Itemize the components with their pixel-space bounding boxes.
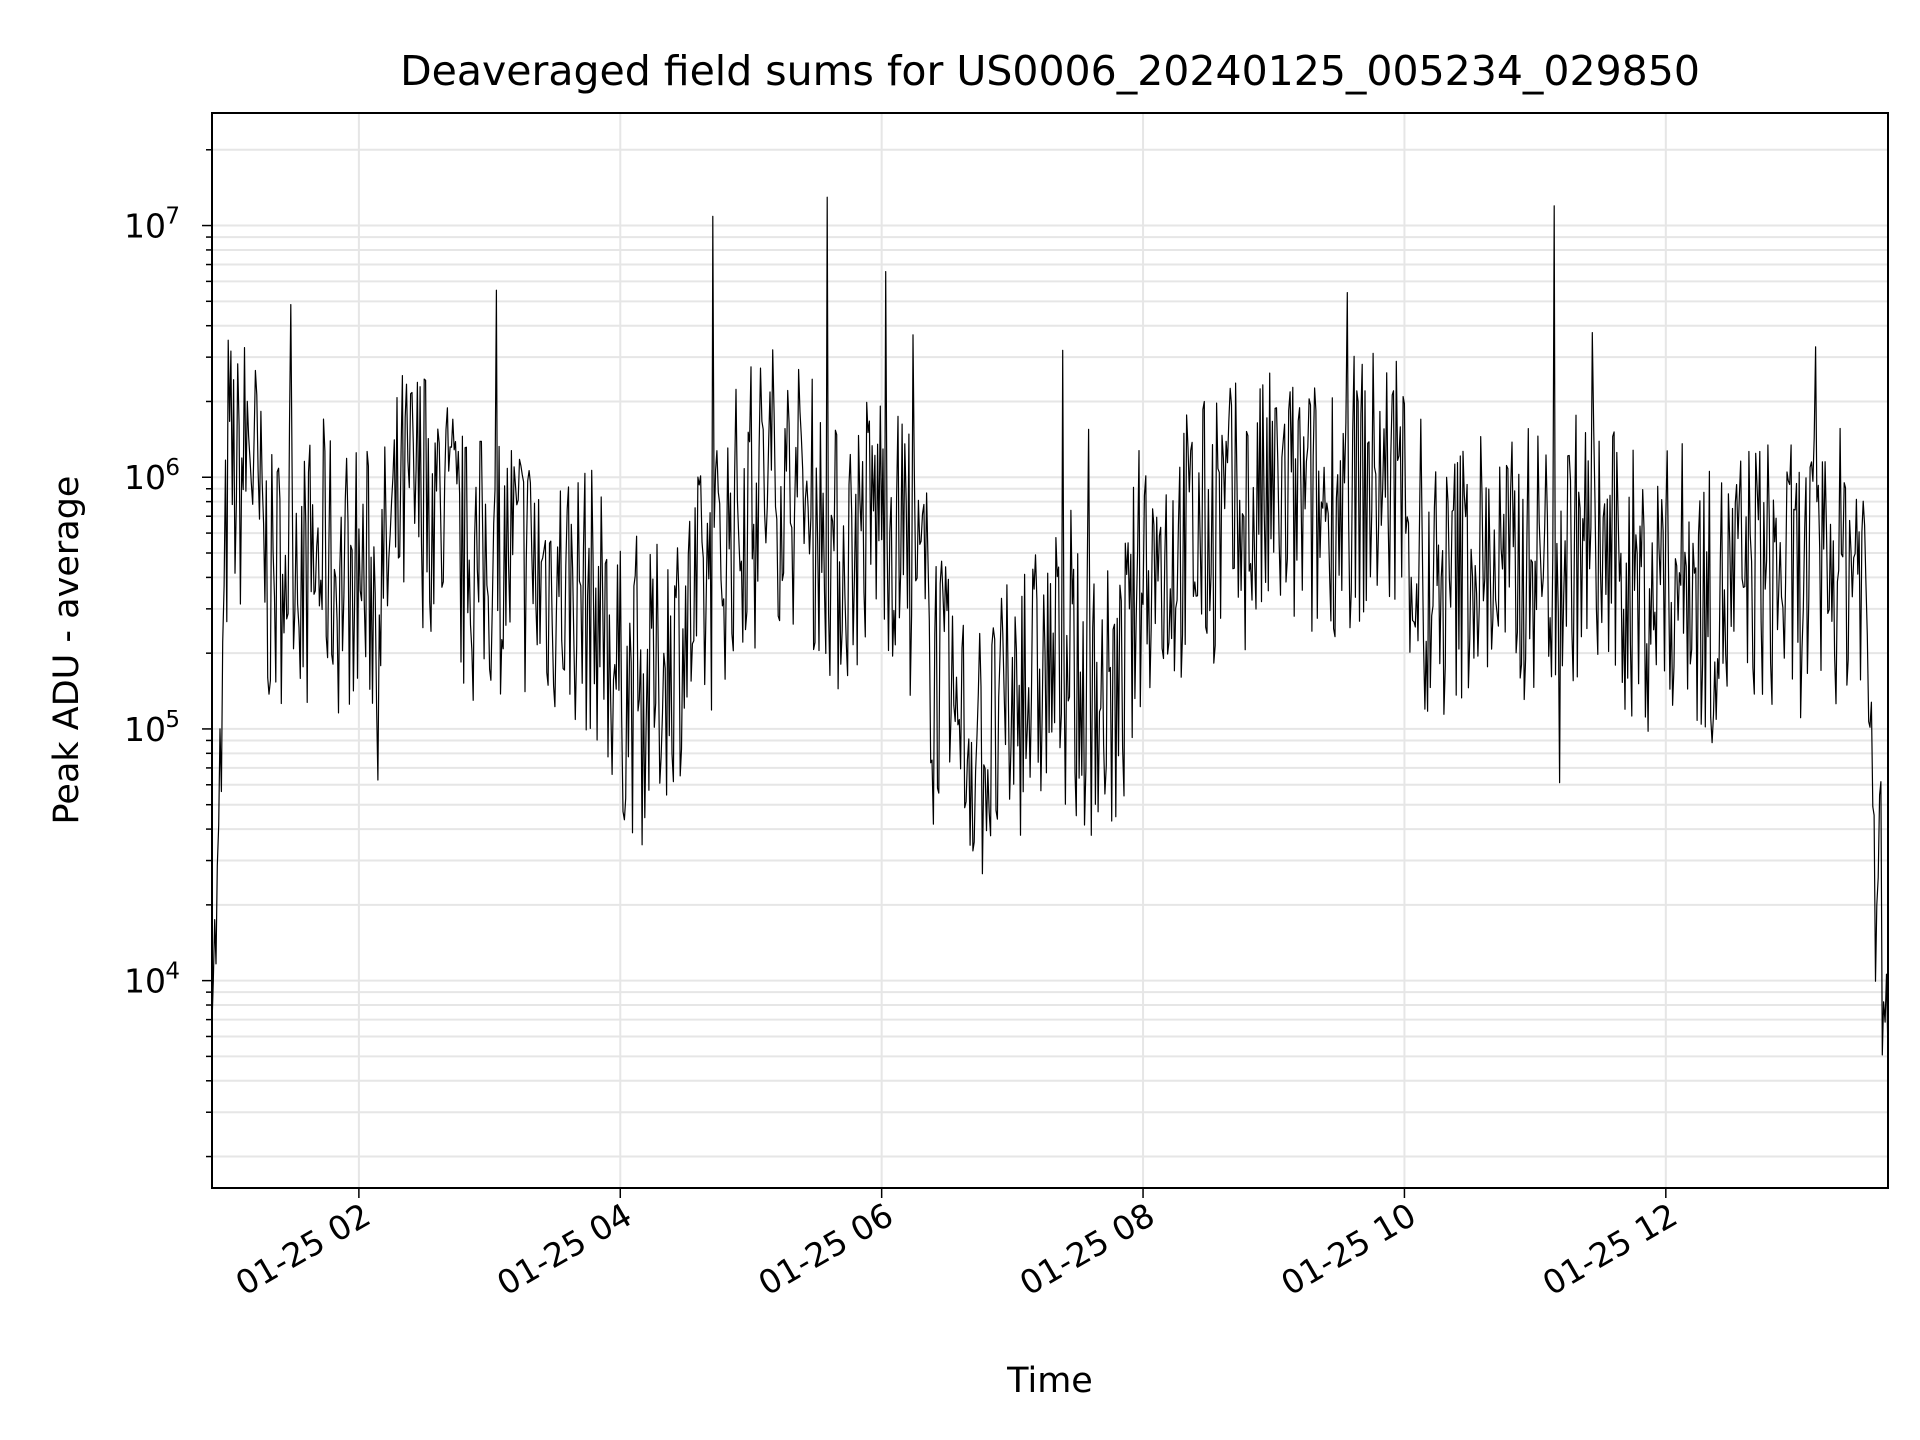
grid <box>212 113 1888 1188</box>
plot-frame <box>211 112 1889 1189</box>
y-axis-label: Peak ADU - average <box>47 476 87 825</box>
chart-title: Deaveraged field sums for US0006_2024012… <box>400 47 1700 95</box>
x-tick-label: 01-25 08 <box>1013 1195 1161 1303</box>
y-tick-exponent: 7 <box>165 204 180 230</box>
x-axis-label: Time <box>1006 1361 1093 1401</box>
y-tick-label: 10 <box>124 207 166 246</box>
x-tick-label: 01-25 04 <box>490 1195 638 1303</box>
x-tick-label: 01-25 10 <box>1274 1195 1422 1303</box>
plot-area <box>212 196 1888 1057</box>
x-tick-label: 01-25 12 <box>1536 1195 1684 1303</box>
y-tick-label: 10 <box>124 962 166 1001</box>
y-tick-label: 10 <box>124 458 166 497</box>
x-axis: 01-25 02 01-25 04 01-25 06 01-25 08 01-25 10… <box>229 1188 1684 1303</box>
series-line <box>212 196 1888 1057</box>
y-tick-exponent: 5 <box>165 707 180 733</box>
y-tick-label: 10 <box>124 710 166 749</box>
y-tick-exponent: 6 <box>165 455 180 481</box>
x-tick-label: 01-25 06 <box>752 1195 900 1303</box>
x-tick-label: 01-25 02 <box>229 1195 377 1303</box>
y-tick-exponent: 4 <box>165 959 180 985</box>
